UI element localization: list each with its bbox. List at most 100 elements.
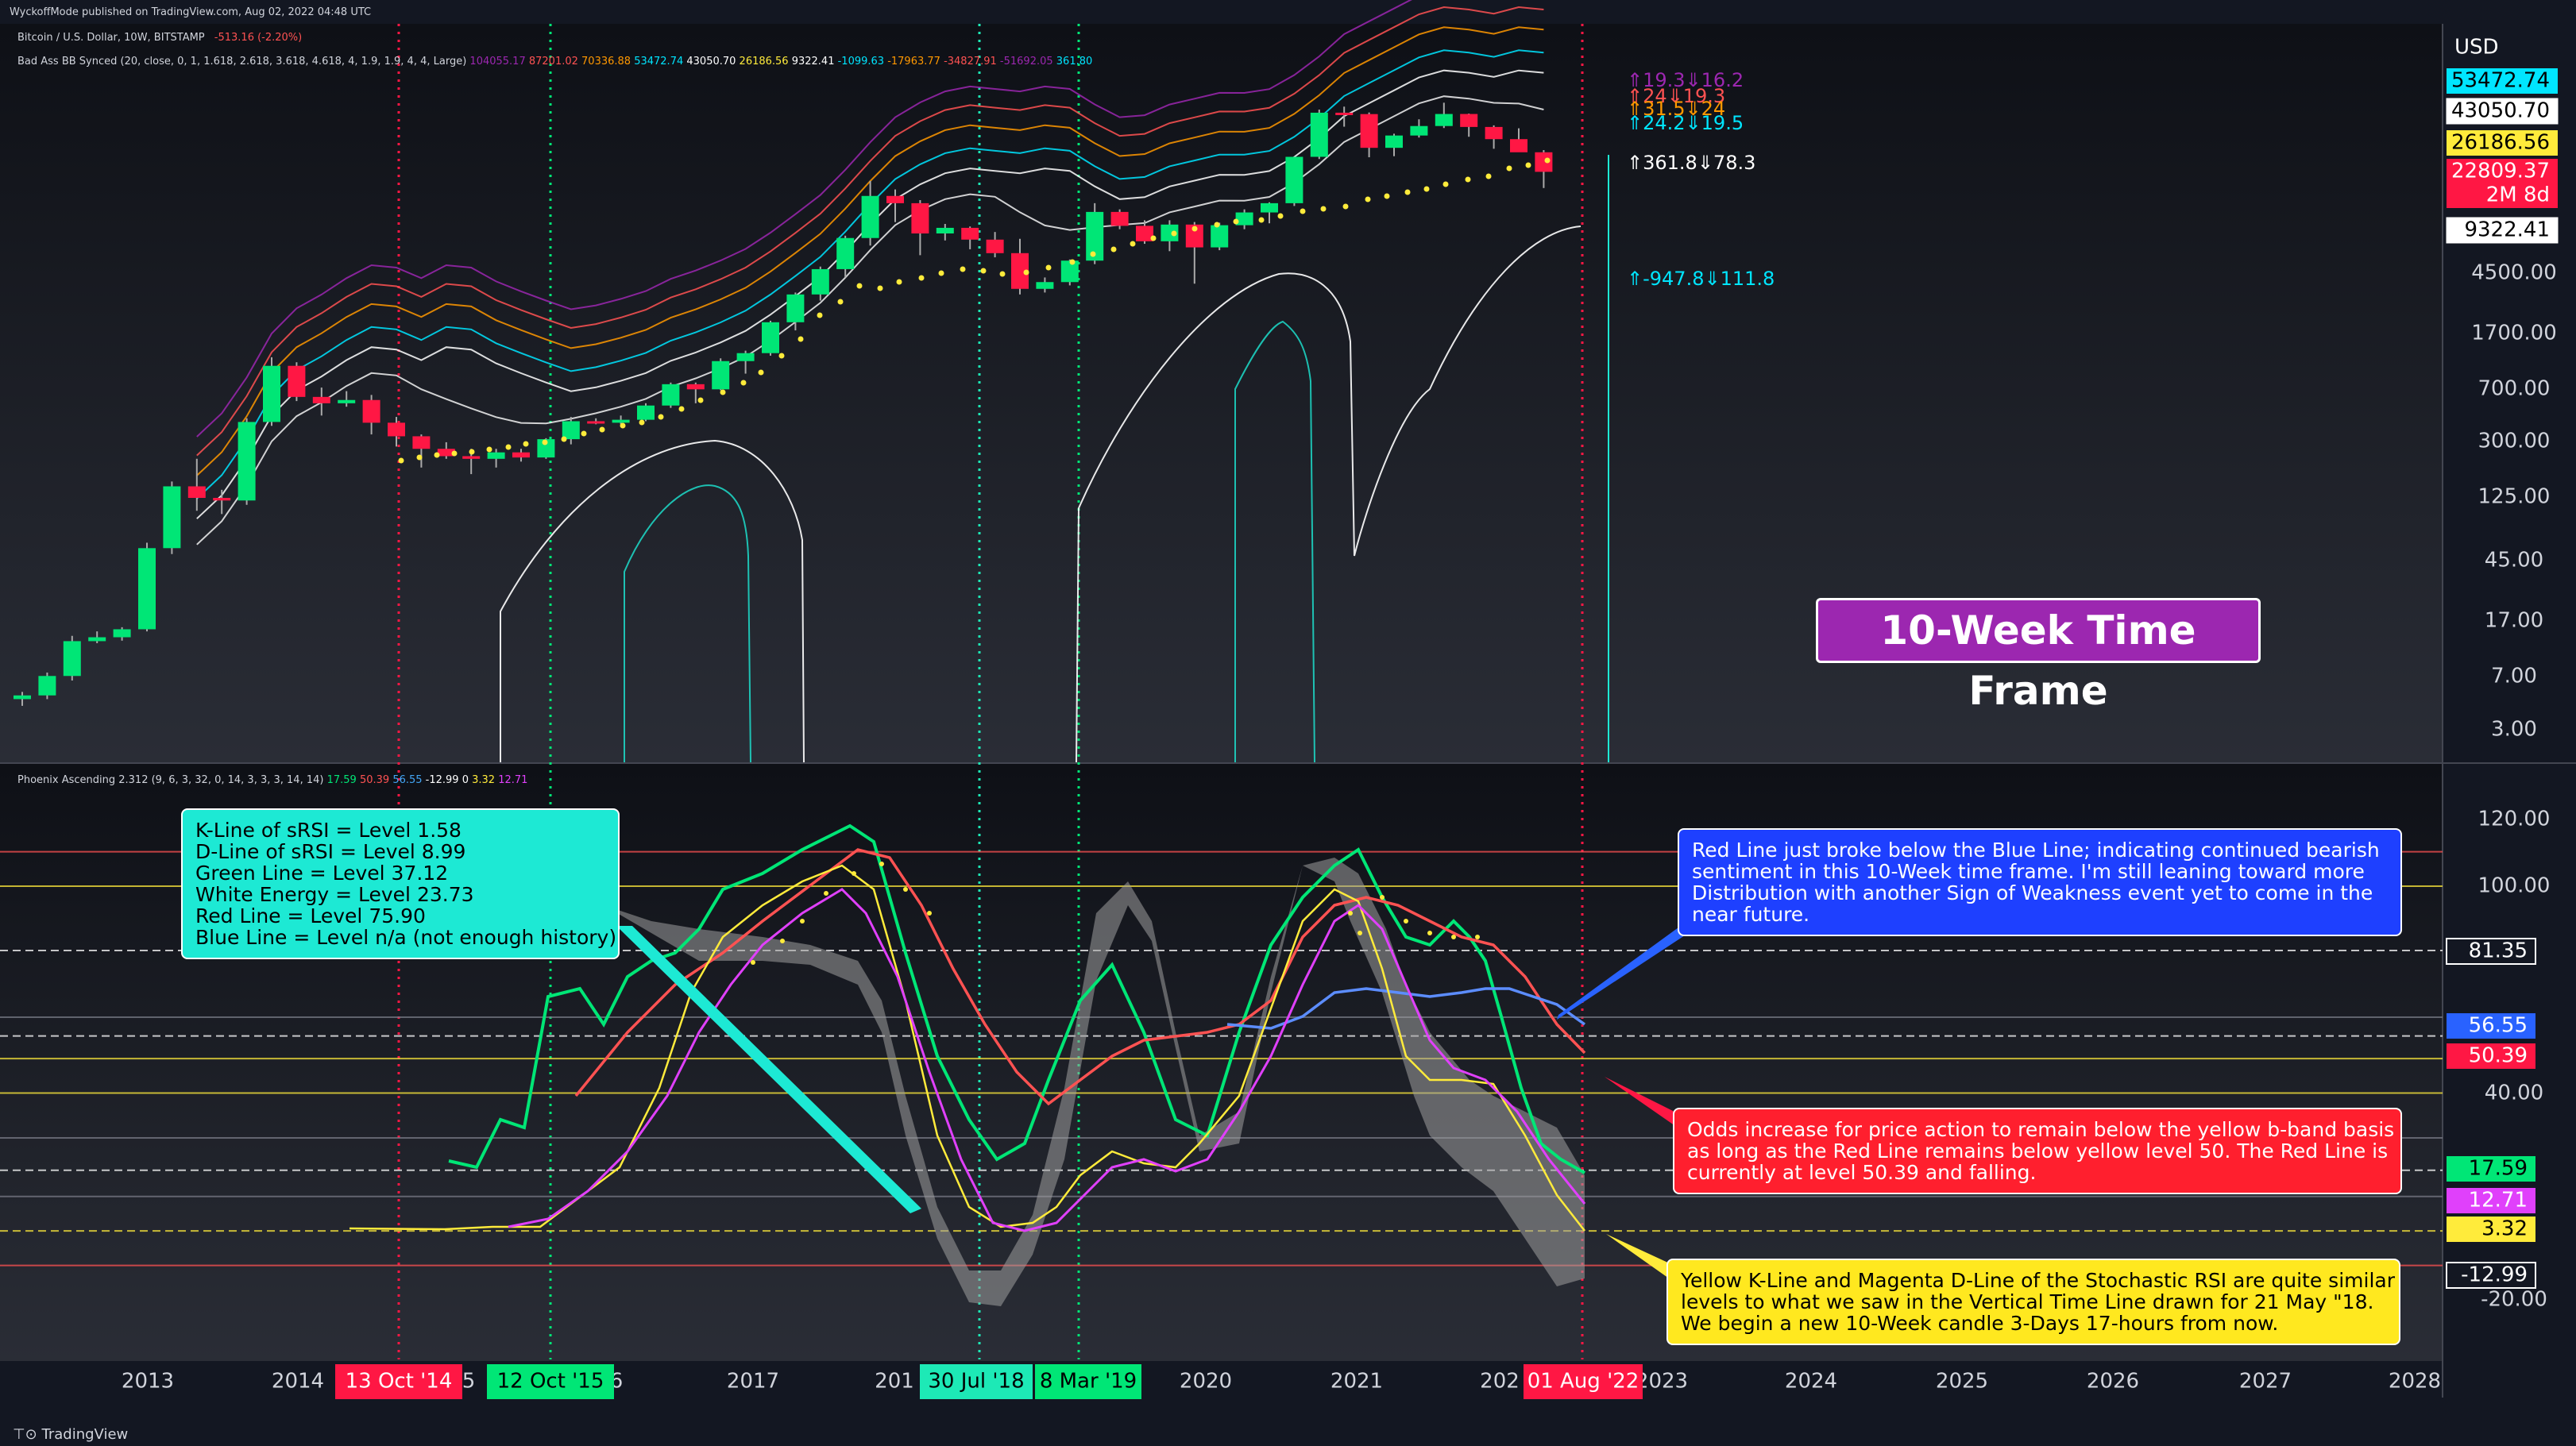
year-label: 2020	[1180, 1370, 1232, 1394]
sar-dot	[505, 444, 512, 450]
candle-bull	[811, 268, 829, 295]
note-line: sentiment in this 10-Week time frame. I'…	[1692, 860, 2365, 883]
candle-bear	[686, 384, 705, 390]
year-label: 2021	[1330, 1370, 1383, 1394]
candle-bull	[736, 353, 755, 361]
sar-dot	[837, 299, 844, 305]
candle-bull	[113, 629, 131, 638]
candle-bull	[1310, 112, 1328, 157]
sar-dot	[999, 271, 1006, 277]
sar-dot	[1023, 269, 1029, 276]
price-badge-text: 22809.37	[2451, 160, 2550, 183]
band-line-lower	[196, 95, 1544, 546]
price-tick: 700.00	[2478, 377, 2551, 401]
energy-arc-cyan	[1234, 320, 1315, 763]
year-label-partial: 201	[875, 1370, 914, 1394]
legend-value: -34827.91	[944, 56, 1000, 67]
tradingview-footer[interactable]: ⊤⊙ TradingView	[13, 1426, 128, 1443]
osc-dot	[1380, 895, 1385, 900]
candle-bull	[88, 637, 106, 642]
legend-value: 53472.74	[634, 56, 687, 67]
osc-dot	[751, 960, 755, 965]
note-line: D-Line of sRSI = Level 8.99	[195, 840, 466, 863]
osc-dot	[1427, 931, 1432, 935]
note-line: currently at level 50.39 and falling.	[1687, 1161, 2037, 1184]
osc-badge-text: 50.39	[2469, 1044, 2528, 1068]
sar-dot	[1214, 222, 1220, 228]
osc-tick: 100.00	[2478, 874, 2551, 898]
green-line	[448, 823, 1585, 1174]
candle-bull	[1086, 211, 1104, 261]
legend-value: 361.80	[1056, 56, 1093, 67]
candle-bear	[1011, 253, 1029, 289]
price-tick: 3.00	[2491, 718, 2537, 742]
osc-badge-text: 12.71	[2469, 1189, 2528, 1213]
osc-badge	[2447, 1043, 2535, 1069]
osc-dot	[780, 939, 785, 943]
energy-arc	[1076, 226, 1582, 763]
note-line: as long as the Red Line remains below ye…	[1687, 1139, 2389, 1163]
candle-bull	[836, 237, 855, 269]
sar-dot	[451, 450, 458, 457]
time-vline-badge	[1035, 1364, 1141, 1399]
price-badge	[2446, 98, 2559, 125]
legend-value: 3.32	[472, 774, 499, 786]
osc-badge	[2446, 1262, 2536, 1289]
sar-dot	[1300, 208, 1306, 214]
price-badge	[2446, 217, 2559, 244]
legend-value: -17963.77	[887, 56, 944, 67]
candle-bear	[1535, 152, 1553, 172]
price-tick: 7.00	[2491, 665, 2537, 688]
osc-dot	[852, 871, 856, 876]
sar-dot	[620, 422, 626, 429]
legend-value: 17.59	[326, 774, 360, 786]
osc-dot	[1348, 911, 1353, 916]
candle-bear	[587, 421, 605, 424]
sar-dot	[639, 419, 645, 426]
time-vline-badge	[487, 1364, 614, 1399]
price-tick: 300.00	[2478, 430, 2551, 453]
sar-dot	[1110, 246, 1117, 253]
phoenix-legend[interactable]: Phoenix Ascending 2.312 (9, 6, 3, 32, 0,…	[17, 774, 527, 786]
sar-dot	[817, 312, 823, 318]
band-label: ⇑19.3⇓16.2	[1627, 69, 1744, 91]
energy-arc	[500, 439, 805, 763]
sar-dots	[398, 157, 1551, 464]
band-label: ⇑24⇓19.3	[1627, 85, 1725, 107]
osc-dot	[1404, 919, 1408, 924]
symbol-line[interactable]: Bitcoin / U.S. Dollar, 10W, BITSTAMP -51…	[17, 32, 302, 44]
symbol-change: -513.16 (-2.20%)	[214, 32, 303, 44]
phoenix-indicator-name: Phoenix Ascending 2.312 (9, 6, 3, 32, 0,…	[17, 774, 324, 786]
sar-dot	[720, 389, 726, 395]
candle-bear	[213, 498, 231, 501]
k-line	[349, 864, 1585, 1232]
candle-bear	[288, 365, 306, 397]
sar-dot	[1365, 196, 1371, 202]
osc-badge-text: 81.35	[2469, 939, 2528, 963]
legend-value: 9322.41	[791, 56, 838, 67]
legend-value: 12.71	[498, 774, 528, 786]
time-vline-badge	[1524, 1364, 1643, 1399]
note-line: Red Line = Level 75.90	[195, 904, 426, 927]
candle-bear	[886, 195, 904, 203]
osc-dot	[927, 911, 932, 916]
bb-legend[interactable]: Bad Ass BB Synced (20, close, 0, 1, 1.61…	[17, 56, 1092, 67]
candle-bear	[1460, 114, 1478, 127]
band-label: ⇑31.5⇓24	[1627, 98, 1725, 120]
sar-dot	[896, 279, 902, 285]
sar-dot	[599, 426, 605, 433]
time-vline-label: 8 Mar '19	[1040, 1370, 1137, 1394]
candle-bear	[1485, 126, 1503, 140]
candle-bull	[1435, 114, 1453, 126]
time-vline-badge	[920, 1364, 1033, 1399]
osc-badge	[2447, 1156, 2535, 1182]
candle-bear	[1185, 224, 1203, 248]
osc-dot	[1475, 935, 1480, 939]
sar-dot	[877, 285, 883, 291]
note-line: Blue Line = Level n/a (not enough histor…	[195, 926, 617, 949]
oscillator-axis: 120.00 100.00 40.00 -20.00 81.35 56.55 50.39 17…	[2446, 808, 2551, 1312]
cyan-connector	[616, 926, 921, 1213]
candle-bull	[38, 676, 56, 696]
candle-bear	[462, 456, 481, 459]
